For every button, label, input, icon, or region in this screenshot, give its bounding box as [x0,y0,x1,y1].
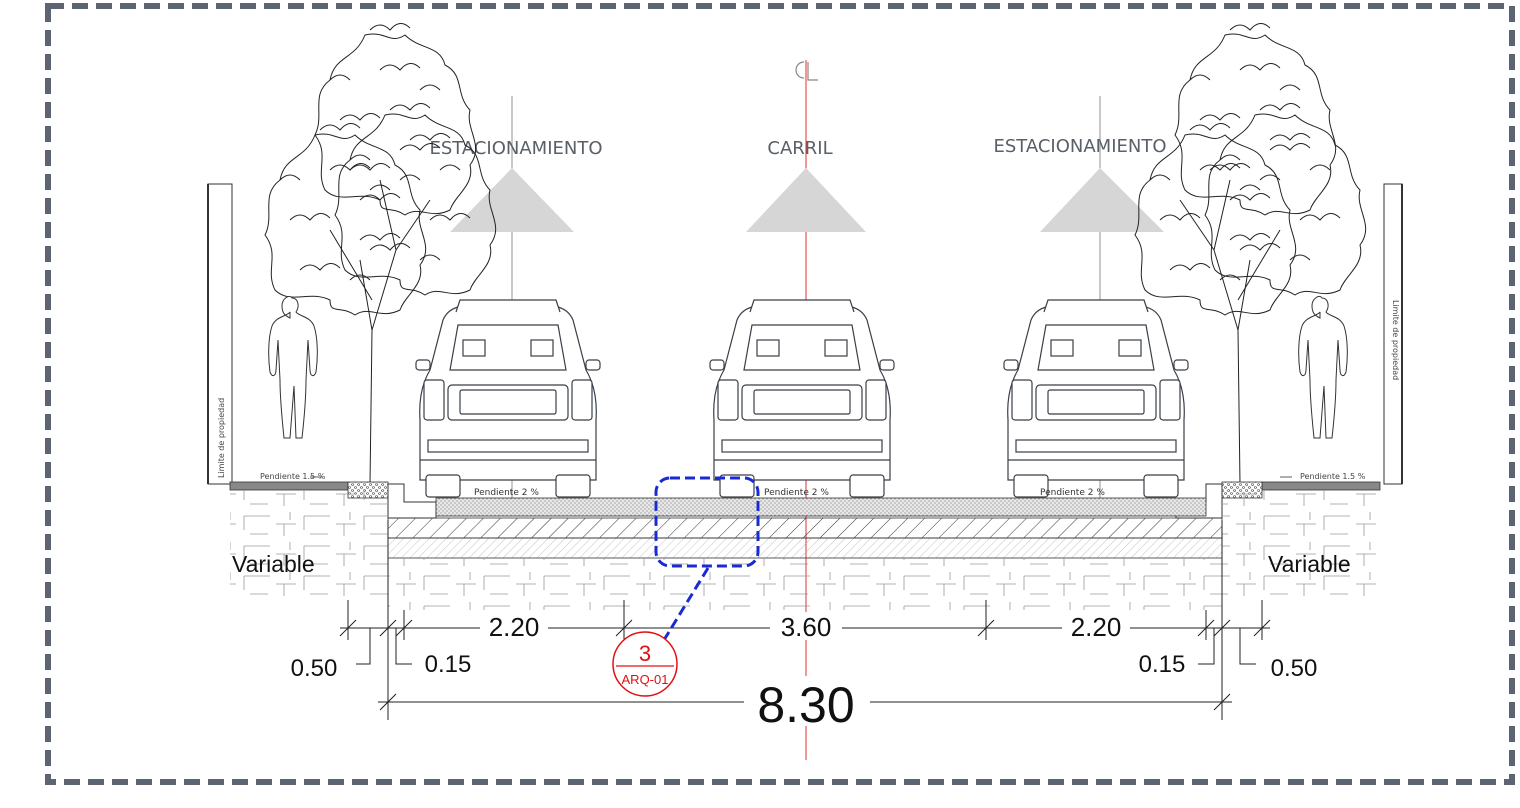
tree-right [1134,22,1367,485]
person-left [268,295,318,439]
sidewalk-right [1261,481,1381,491]
label-lane: CARRIL [767,138,832,159]
variable-left: Variable [232,551,315,577]
car-left [415,299,601,498]
car-right [1003,299,1189,498]
lamp-right-light [1040,168,1164,232]
dim-right-sidewalk: 0.50 [1271,655,1318,682]
sidewalk-left [229,481,349,491]
centerline-symbol [795,61,818,81]
dim-left-curb: 0.15 [425,651,472,678]
soil-left [230,490,388,600]
label-parking-right: ESTACIONAMIENTO [993,136,1166,157]
tree-left [264,22,497,485]
asphalt-layer [435,497,1207,517]
label-parking-left: ESTACIONAMIENTO [429,138,602,159]
slope-road-3: Pendiente 2 % [1040,488,1105,498]
subbase-layer [387,537,1223,559]
base-layer [387,517,1223,539]
slope-road-1: Pendiente 2 % [474,488,539,498]
soil-right [1222,490,1380,600]
drawing-frame [45,3,1515,785]
property-limit-right: Limite de propiedad [1391,300,1400,380]
dim-total: 8.30 [757,677,854,733]
slope-road-2: Pendiente 2 % [764,488,829,498]
soil-under-road [388,558,1222,610]
dim-left-parking: 2.20 [489,612,540,642]
person-right [1298,295,1348,439]
property-limit-left: Limite de propiedad [217,398,226,478]
dim-left-sidewalk: 0.50 [291,655,338,682]
detail-sheet: ARQ-01 [622,672,669,687]
slope-sidewalk-right: Pendiente 1.5 % [1300,472,1366,481]
detail-region [654,476,760,568]
lamp-center-light [746,168,866,232]
car-center [709,299,895,498]
dim-right-curb: 0.15 [1139,651,1186,678]
detail-number: 3 [639,641,651,666]
dim-right-parking: 2.20 [1071,612,1122,642]
variable-right: Variable [1268,551,1351,577]
dim-lane: 3.60 [781,612,832,642]
property-wall-left [207,183,233,485]
slope-sidewalk-left: Pendiente 1.5 % [260,472,326,481]
lamp-left-light [450,168,574,232]
detail-callout[interactable]: 3 ARQ-01 [612,631,678,697]
